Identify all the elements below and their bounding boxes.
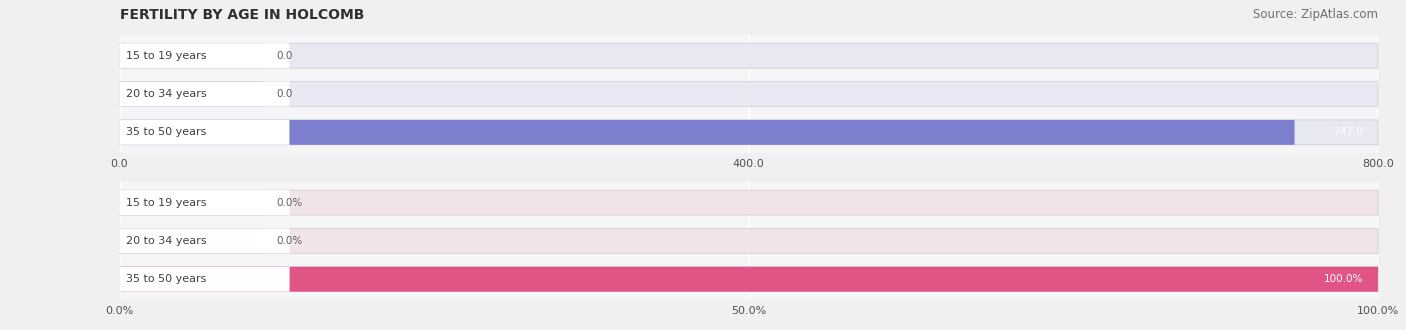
FancyBboxPatch shape <box>120 120 1295 145</box>
Text: 100.0%: 100.0% <box>1323 274 1362 284</box>
FancyBboxPatch shape <box>120 43 264 68</box>
Text: 35 to 50 years: 35 to 50 years <box>125 274 207 284</box>
FancyBboxPatch shape <box>120 120 1378 145</box>
FancyBboxPatch shape <box>120 228 264 253</box>
FancyBboxPatch shape <box>120 228 290 253</box>
Text: 747.0: 747.0 <box>1333 127 1362 137</box>
FancyBboxPatch shape <box>120 82 1378 107</box>
FancyBboxPatch shape <box>120 228 1378 253</box>
FancyBboxPatch shape <box>120 43 290 68</box>
Text: FERTILITY BY AGE IN HOLCOMB: FERTILITY BY AGE IN HOLCOMB <box>120 8 364 22</box>
FancyBboxPatch shape <box>120 190 290 215</box>
FancyBboxPatch shape <box>120 82 264 107</box>
Text: 0.0%: 0.0% <box>277 236 304 246</box>
Text: 15 to 19 years: 15 to 19 years <box>125 198 207 208</box>
Text: 20 to 34 years: 20 to 34 years <box>125 236 207 246</box>
FancyBboxPatch shape <box>120 190 264 215</box>
FancyBboxPatch shape <box>120 267 290 292</box>
Text: 0.0%: 0.0% <box>277 198 304 208</box>
FancyBboxPatch shape <box>120 43 1378 68</box>
Text: Source: ZipAtlas.com: Source: ZipAtlas.com <box>1253 8 1378 21</box>
FancyBboxPatch shape <box>120 82 290 107</box>
Text: 0.0: 0.0 <box>277 51 294 61</box>
FancyBboxPatch shape <box>120 190 1378 215</box>
Text: 20 to 34 years: 20 to 34 years <box>125 89 207 99</box>
FancyBboxPatch shape <box>120 120 290 145</box>
FancyBboxPatch shape <box>120 267 1378 292</box>
Text: 15 to 19 years: 15 to 19 years <box>125 51 207 61</box>
Text: 0.0: 0.0 <box>277 89 294 99</box>
FancyBboxPatch shape <box>120 267 1378 292</box>
Text: 35 to 50 years: 35 to 50 years <box>125 127 207 137</box>
